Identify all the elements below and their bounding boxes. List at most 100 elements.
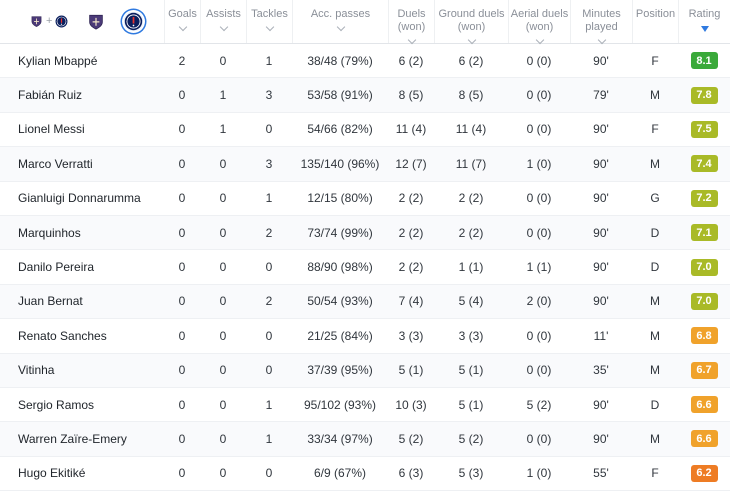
position-cell: F: [651, 466, 659, 481]
column-header-duels[interactable]: Duels (won): [388, 0, 434, 45]
tackles-cell: 3: [265, 88, 273, 103]
rating-badge: 7.5: [690, 120, 718, 138]
rating-badge: 6.6: [690, 430, 718, 448]
sort-chevron-icon[interactable]: [407, 35, 416, 45]
column-header-ground-duels[interactable]: Ground duels (won): [434, 0, 508, 45]
position-cell: F: [651, 53, 659, 68]
table-row[interactable]: Gianluigi Donnarumma 0 0 1 12/15 (80%) 2…: [0, 182, 730, 216]
rating-cell: 7.0: [678, 292, 730, 310]
column-header-position: Position: [632, 0, 678, 43]
rating-badge: 6.8: [690, 327, 718, 345]
column-header-aerial-duels[interactable]: Aerial duels (won): [508, 0, 570, 45]
assists-cell: 0: [219, 328, 227, 343]
tackles-cell: 0: [265, 466, 273, 481]
table-row[interactable]: Marquinhos 0 0 2 73/74 (99%) 2 (2) 2 (2)…: [0, 215, 730, 251]
table-row[interactable]: Renato Sanches 0 0 0 21/25 (84%) 3 (3) 3…: [0, 319, 730, 354]
aerial-duels-cell: 0 (0): [526, 225, 552, 240]
column-label: Rating: [688, 8, 721, 20]
tackles-cell: 1: [265, 53, 273, 68]
assists-cell: 0: [219, 294, 227, 309]
player-cell: Warren Zaïre-Emery: [0, 432, 164, 446]
sort-chevron-icon[interactable]: [265, 22, 274, 32]
duels-cell: 3 (3): [398, 328, 424, 343]
column-header-minutes[interactable]: Minutes played: [570, 0, 632, 45]
aerial-duels-cell: 1 (0): [526, 156, 552, 171]
active-sort-triangle-icon[interactable]: [700, 26, 709, 32]
team-filter-both[interactable]: +: [30, 15, 68, 28]
acc-passes-cell: 33/34 (97%): [307, 431, 373, 446]
column-label: Tackles: [251, 8, 288, 20]
table-row[interactable]: Fabián Ruiz 0 1 3 53/58 (91%) 8 (5) 8 (5…: [0, 78, 730, 113]
duels-cell: 10 (3): [395, 397, 427, 412]
player-cell: Sergio Ramos: [0, 398, 164, 412]
sort-chevron-icon[interactable]: [336, 22, 345, 32]
player-name: Sergio Ramos: [18, 397, 95, 412]
team-filter-toulouse[interactable]: [87, 13, 105, 31]
column-header-acc-passes[interactable]: Acc. passes: [292, 0, 388, 43]
column-header-goals[interactable]: Goals: [164, 0, 200, 43]
acc-passes-cell: 135/140 (96%): [300, 156, 380, 171]
column-header-tackles[interactable]: Tackles: [246, 0, 292, 43]
assists-cell: 0: [219, 53, 227, 68]
goals-cell: 2: [178, 53, 186, 68]
sort-chevron-icon[interactable]: [178, 22, 187, 32]
team-filter-psg[interactable]: [124, 12, 143, 31]
player-cell: Marquinhos: [0, 226, 164, 240]
goals-cell: 0: [178, 191, 186, 206]
table-row[interactable]: Kylian Mbappé 2 0 1 38/48 (79%) 6 (2) 6 …: [0, 44, 730, 79]
table-row[interactable]: Juan Bernat 0 0 2 50/54 (93%) 7 (4) 5 (4…: [0, 284, 730, 320]
duels-cell: 5 (1): [398, 363, 424, 378]
player-name: Renato Sanches: [18, 328, 107, 343]
table-row[interactable]: Sergio Ramos 0 0 1 95/102 (93%) 10 (3) 5…: [0, 388, 730, 423]
rating-badge: 6.7: [690, 361, 718, 379]
rating-badge: 7.1: [690, 224, 718, 242]
aerial-duels-cell: 1 (0): [526, 466, 552, 481]
column-label: Assists: [206, 8, 241, 20]
position-cell: D: [650, 397, 660, 412]
column-header-assists[interactable]: Assists: [200, 0, 246, 43]
column-sublabel: (won): [397, 21, 426, 33]
sort-chevron-icon[interactable]: [597, 35, 606, 45]
rating-cell: 7.2: [678, 189, 730, 207]
aerial-duels-cell: 0 (0): [526, 53, 552, 68]
table-row[interactable]: Danilo Pereira 0 0 0 88/90 (98%) 2 (2) 1…: [0, 250, 730, 285]
column-sublabel: (won): [457, 21, 486, 33]
duels-cell: 11 (4): [395, 122, 427, 137]
table-row[interactable]: Warren Zaïre-Emery 0 0 1 33/34 (97%) 5 (…: [0, 422, 730, 457]
column-header-rating[interactable]: Rating: [678, 0, 730, 43]
rating-cell: 7.5: [678, 120, 730, 138]
player-name: Gianluigi Donnarumma: [18, 191, 141, 206]
rating-cell: 6.8: [678, 327, 730, 345]
player-name: Hugo Ekitiké: [18, 466, 86, 481]
sort-chevron-icon[interactable]: [219, 22, 228, 32]
table-row[interactable]: Vitinha 0 0 0 37/39 (95%) 5 (1) 5 (1) 0 …: [0, 353, 730, 388]
rating-badge: 6.6: [690, 396, 718, 414]
aerial-duels-cell: 0 (0): [526, 191, 552, 206]
table-row[interactable]: Marco Verratti 0 0 3 135/140 (96%) 12 (7…: [0, 147, 730, 182]
position-cell: M: [650, 363, 660, 378]
ground-duels-cell: 2 (2): [458, 225, 484, 240]
rating-cell: 6.7: [678, 361, 730, 379]
acc-passes-cell: 50/54 (93%): [307, 294, 373, 309]
player-name: Fabián Ruiz: [18, 88, 83, 103]
goals-cell: 0: [178, 294, 186, 309]
rating-badge: 7.0: [690, 292, 718, 310]
ground-duels-cell: 5 (4): [458, 294, 484, 309]
duels-cell: 2 (2): [398, 225, 424, 240]
goals-cell: 0: [178, 225, 186, 240]
tackles-cell: 0: [265, 363, 273, 378]
assists-cell: 0: [219, 191, 227, 206]
table-row[interactable]: Hugo Ekitiké 0 0 0 6/9 (67%) 6 (3) 5 (3)…: [0, 457, 730, 492]
sort-chevron-icon[interactable]: [535, 35, 544, 45]
aerial-duels-cell: 0 (0): [526, 88, 552, 103]
table-body: Kylian Mbappé 2 0 1 38/48 (79%) 6 (2) 6 …: [0, 44, 730, 492]
sort-chevron-icon[interactable]: [467, 35, 476, 45]
table-row[interactable]: Lionel Messi 0 1 0 54/66 (82%) 11 (4) 11…: [0, 113, 730, 148]
column-label: Aerial duels: [510, 8, 569, 20]
duels-cell: 6 (2): [398, 53, 424, 68]
tackles-cell: 1: [265, 397, 273, 412]
duels-cell: 2 (2): [398, 260, 424, 275]
ground-duels-cell: 5 (2): [458, 431, 484, 446]
minutes-cell: 90': [593, 431, 609, 446]
